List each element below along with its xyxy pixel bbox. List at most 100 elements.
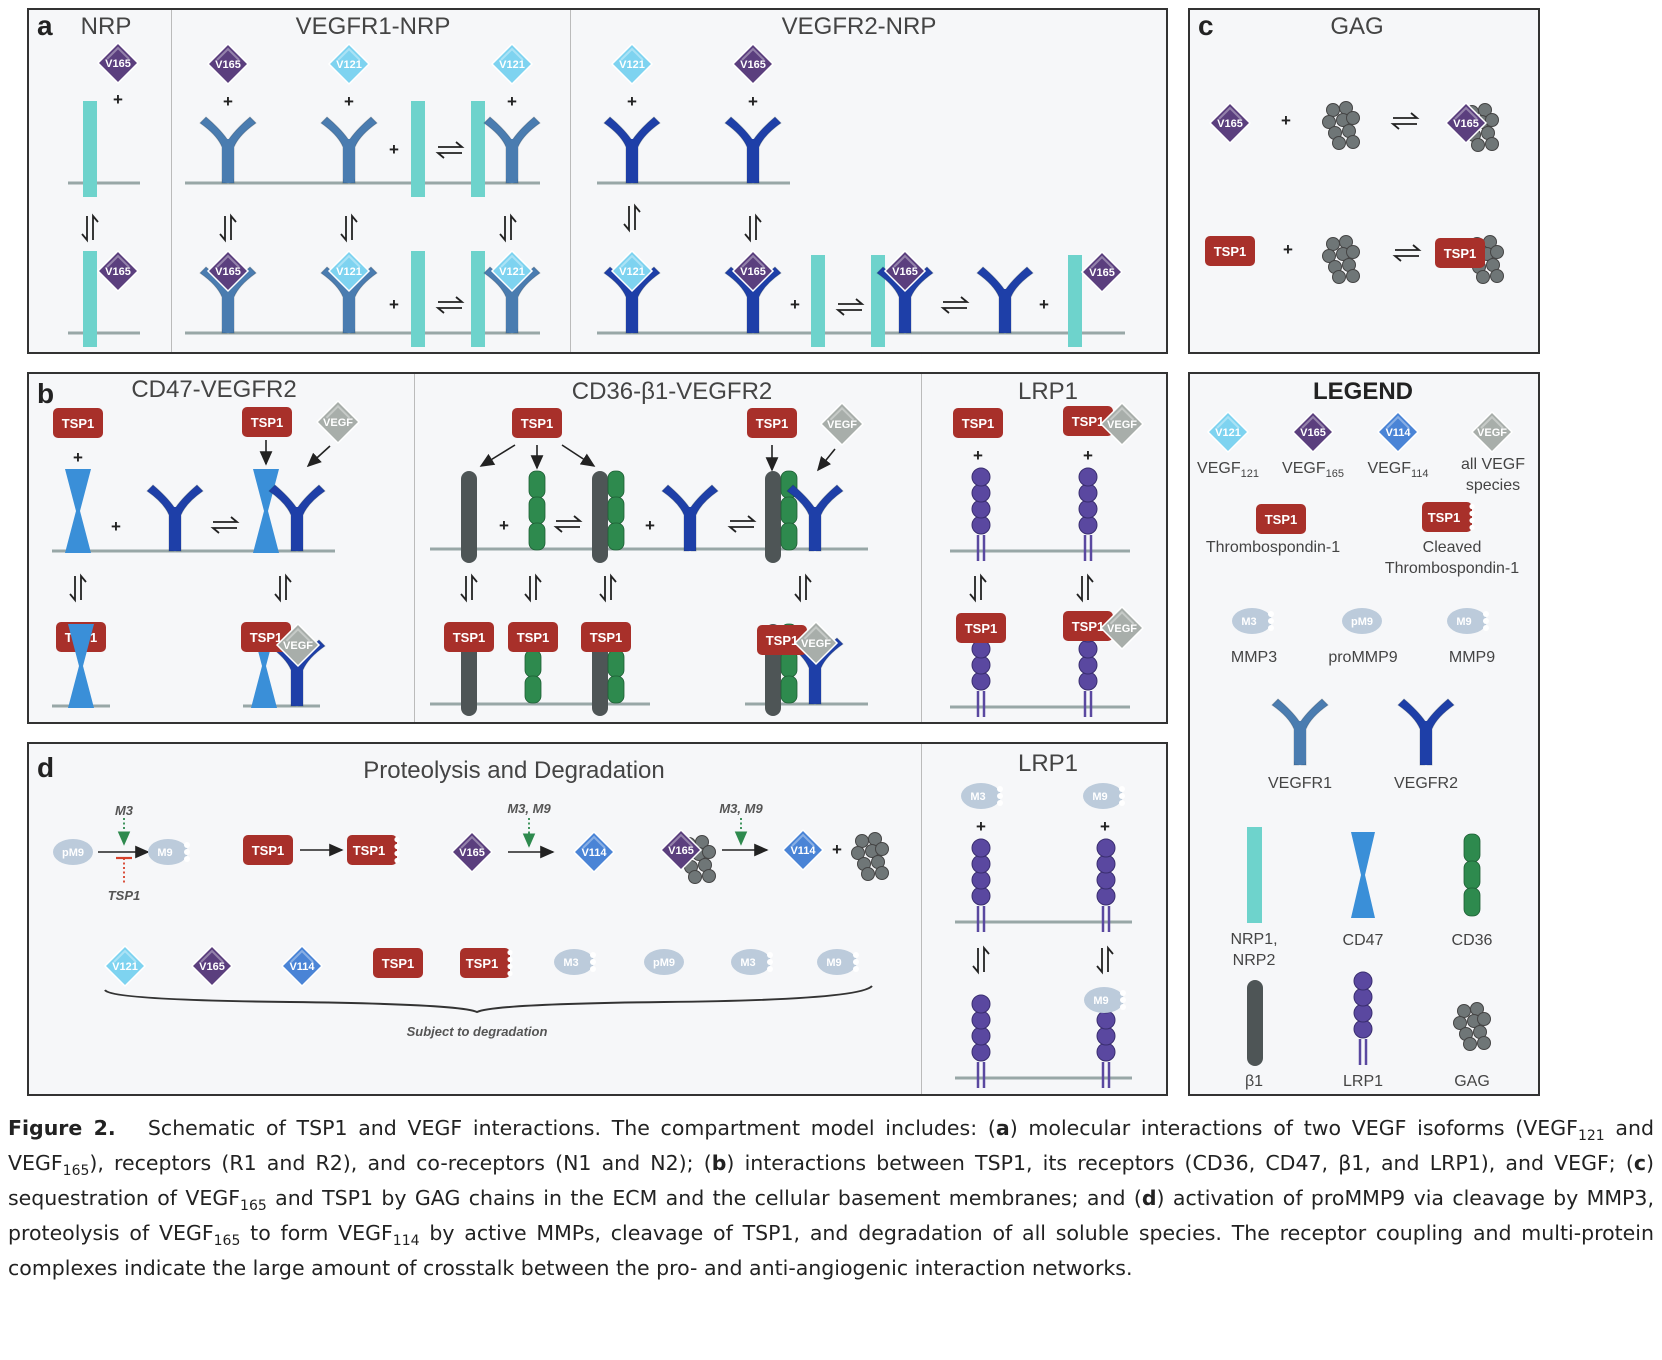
v121-ligand: V121 bbox=[490, 249, 534, 293]
v165-label: V165 bbox=[740, 266, 766, 278]
cd36-receptor bbox=[1463, 833, 1481, 917]
plus-sign: + bbox=[223, 92, 233, 111]
vegf-ligand: VEGF bbox=[275, 622, 321, 668]
tsp1-protein: TSP1 bbox=[53, 408, 103, 438]
tsp1-label: TSP1 bbox=[1265, 512, 1298, 527]
equilibrium-arrows bbox=[1390, 112, 1420, 130]
v121-ligand: V121 bbox=[490, 42, 534, 86]
equilibrium-arrows bbox=[210, 516, 240, 534]
b1-integrin bbox=[765, 471, 781, 563]
vegf-label: VEGF bbox=[827, 419, 857, 431]
label-m3: M3 bbox=[114, 803, 134, 818]
v165-label: V165 bbox=[740, 59, 766, 71]
v114-label: V114 bbox=[1385, 427, 1411, 439]
m9-protease: M9 bbox=[1083, 783, 1125, 809]
nrp-coreceptor bbox=[83, 101, 97, 197]
tsp1-protein: TSP1 bbox=[508, 622, 558, 652]
plus-sign: + bbox=[748, 92, 758, 111]
figure-caption: Figure 2. Schematic of TSP1 and VEGF int… bbox=[8, 1116, 1654, 1281]
equilibrium-arrows bbox=[744, 213, 762, 243]
v114-label: V114 bbox=[581, 847, 607, 859]
plus-sign: + bbox=[1100, 817, 1110, 836]
equilibrium-arrows bbox=[623, 203, 641, 233]
section-title-proteolysis: Proteolysis and Degradation bbox=[363, 757, 665, 784]
plus-sign: + bbox=[1281, 111, 1291, 130]
tsp1-label: TSP1 bbox=[965, 621, 998, 636]
tsp1-label: TSP1 bbox=[1072, 414, 1105, 429]
pm9-protease: pM9 bbox=[644, 949, 684, 975]
vegfr1-receptor bbox=[320, 116, 378, 184]
equilibrium-arrows bbox=[972, 945, 990, 975]
m3-label: M3 bbox=[563, 957, 578, 969]
tsp1-protein: TSP1 bbox=[243, 835, 293, 865]
plus-label: + bbox=[111, 517, 121, 536]
cd36-receptor bbox=[780, 470, 798, 551]
equilibrium-arrows bbox=[1096, 945, 1114, 975]
section-title-vegfr1-nrp: VEGFR1-NRP bbox=[295, 13, 451, 40]
separator bbox=[921, 374, 922, 722]
pm9-label: pM9 bbox=[653, 957, 675, 969]
v121-label: V121 bbox=[499, 59, 525, 71]
degradation-brace bbox=[104, 985, 873, 1014]
tsp1-label: TSP1 bbox=[521, 416, 554, 431]
v121-ligand: V121 bbox=[327, 249, 371, 293]
legend-title: LEGEND bbox=[1312, 378, 1414, 405]
gag-chain bbox=[1453, 1002, 1491, 1051]
nrp-coreceptor bbox=[411, 101, 425, 197]
v121-label: V121 bbox=[619, 59, 645, 71]
plus-label: + bbox=[832, 840, 842, 859]
vegfr2-receptor bbox=[146, 484, 204, 552]
v114-label: V114 bbox=[289, 961, 315, 973]
v121-label: V121 bbox=[619, 266, 645, 278]
v121-ligand: V121 bbox=[610, 42, 654, 86]
legend-prommp9: proMMP9 bbox=[1328, 649, 1398, 666]
v165-label: V165 bbox=[215, 59, 241, 71]
equilibrium-arrows bbox=[940, 296, 970, 314]
v121-ligand: V121 bbox=[327, 42, 371, 86]
cd47-receptor bbox=[1351, 832, 1375, 918]
legend-mmp3: MMP3 bbox=[1230, 649, 1278, 666]
equilibrium-arrows bbox=[1392, 244, 1422, 262]
panel-letter-c: c bbox=[1198, 10, 1214, 41]
nrp-coreceptor bbox=[411, 251, 425, 347]
v121-label: V121 bbox=[336, 266, 362, 278]
plus-label: + bbox=[790, 295, 800, 314]
v165-ligand: V165 bbox=[731, 42, 775, 86]
v165-label: V165 bbox=[105, 58, 131, 70]
plus-sign: + bbox=[627, 92, 637, 111]
v121-label: V121 bbox=[112, 961, 138, 973]
plus-sign: + bbox=[790, 295, 800, 314]
tsp1-protein: TSP1 bbox=[953, 408, 1003, 438]
section-title-lrp1: LRP1 bbox=[1017, 378, 1079, 405]
plus-label: + bbox=[973, 446, 983, 465]
panel-letter-b: b bbox=[37, 378, 55, 409]
v165-ligand: V165 bbox=[1208, 101, 1252, 145]
plus-sign: + bbox=[1039, 295, 1049, 314]
legend-thrombospondin: Thrombospondin-1 bbox=[1205, 539, 1341, 556]
cd36-receptor bbox=[607, 470, 625, 551]
nrp-coreceptor bbox=[811, 255, 825, 347]
v114-label: V114 bbox=[790, 845, 816, 857]
v114-ligand: V114 bbox=[1376, 410, 1420, 454]
section-title-lrp1-d: LRP1 bbox=[1017, 750, 1079, 777]
v165-label: V165 bbox=[892, 266, 918, 278]
equilibrium-arrows bbox=[1076, 573, 1094, 603]
legend-gag: GAG bbox=[1454, 1073, 1490, 1090]
plus-label: + bbox=[507, 92, 517, 111]
m3-protease: M3 bbox=[731, 949, 773, 975]
plus-sign: + bbox=[344, 92, 354, 111]
m3-label: M3 bbox=[1241, 616, 1256, 628]
plus-label: + bbox=[389, 295, 399, 314]
v165-label: V165 bbox=[1300, 427, 1326, 439]
m9-label: M9 bbox=[1092, 791, 1107, 803]
tsp1-protein: TSP1 bbox=[1435, 238, 1485, 268]
vegfr2-receptor bbox=[724, 116, 782, 184]
separator bbox=[414, 374, 415, 722]
equilibrium-arrows bbox=[524, 573, 542, 603]
tsp1-label: TSP1 bbox=[590, 630, 623, 645]
legend-nrp: NRP1, NRP2 bbox=[1230, 931, 1278, 969]
pm9-protease: pM9 bbox=[1342, 608, 1382, 634]
v114-ligand: V114 bbox=[280, 944, 324, 988]
tsp1-protein: TSP1 bbox=[1063, 406, 1113, 436]
interaction-diagram: V165 + V165 V165 + V121 + + V121 + V165 V121 + V121 V1… bbox=[52, 41, 1514, 1088]
